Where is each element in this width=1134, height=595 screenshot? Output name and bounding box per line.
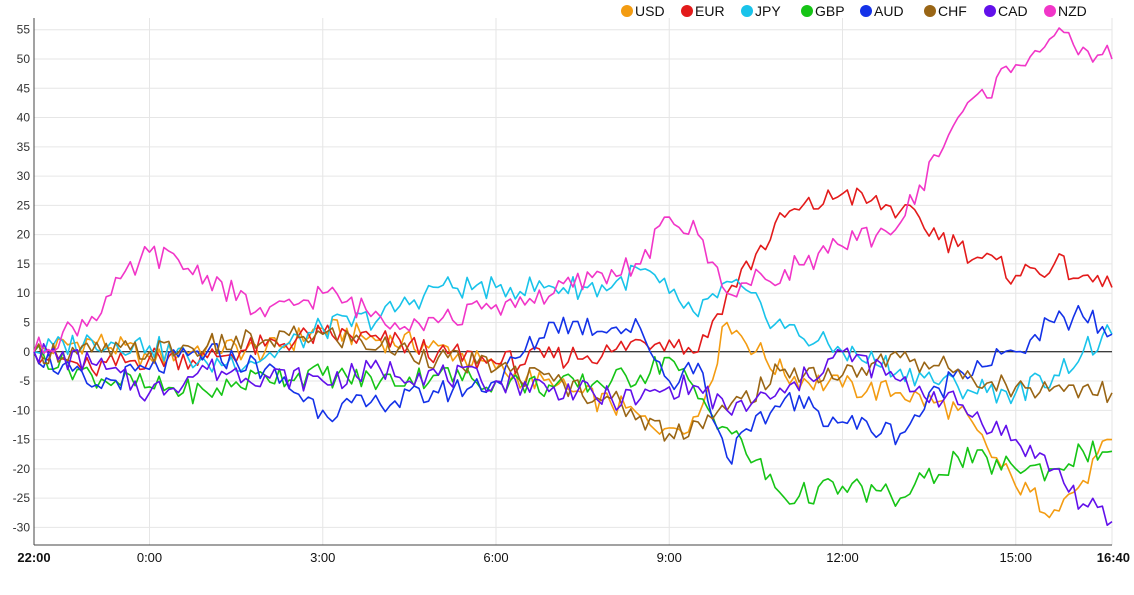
y-tick-label: 5 <box>23 315 30 329</box>
series-line-eur <box>33 187 1113 377</box>
legend-label: NZD <box>1058 3 1087 19</box>
y-tick-label: 50 <box>17 52 31 66</box>
x-tick-label: 12:00 <box>826 550 859 565</box>
legend: USD EUR JPY GBP AUD CHF CAD NZD <box>621 3 1087 19</box>
series-line-chf <box>33 325 1113 442</box>
legend-label: JPY <box>755 3 781 19</box>
x-tick-label: 0:00 <box>137 550 162 565</box>
legend-label: CAD <box>998 3 1028 19</box>
legend-label: GBP <box>815 3 845 19</box>
y-tick-label: 35 <box>17 140 31 154</box>
legend-swatch <box>984 5 996 17</box>
legend-swatch <box>741 5 753 17</box>
legend-label: AUD <box>874 3 904 19</box>
series-line-cad <box>33 342 1113 527</box>
y-tick-label: -10 <box>13 403 31 417</box>
y-tick-label: -30 <box>13 520 31 534</box>
legend-swatch <box>924 5 936 17</box>
legend-swatch <box>860 5 872 17</box>
legend-swatch <box>621 5 633 17</box>
x-tick-label: 6:00 <box>483 550 508 565</box>
series-line-gbp <box>33 344 1113 508</box>
y-tick-label: -20 <box>13 462 31 476</box>
legend-item-gbp: GBP <box>801 3 845 19</box>
legend-item-eur: EUR <box>681 3 725 19</box>
legend-item-chf: CHF <box>924 3 967 19</box>
y-tick-label: 15 <box>17 257 31 271</box>
x-tick-label: 22:00 <box>17 550 50 565</box>
legend-label: USD <box>635 3 665 19</box>
legend-item-aud: AUD <box>860 3 904 19</box>
y-tick-label: 0 <box>23 345 30 359</box>
y-tick-label: 45 <box>17 81 31 95</box>
legend-item-cad: CAD <box>984 3 1028 19</box>
y-tick-label: 25 <box>17 198 31 212</box>
series-line-aud <box>33 304 1113 465</box>
y-tick-label: -5 <box>19 374 30 388</box>
legend-swatch <box>1044 5 1056 17</box>
legend-item-jpy: JPY <box>741 3 781 19</box>
y-tick-label: 55 <box>17 23 31 37</box>
x-tick-label: 16:40 <box>1097 550 1130 565</box>
series-line-nzd <box>33 27 1113 355</box>
y-tick-label: -15 <box>13 433 31 447</box>
y-tick-label: 40 <box>17 111 31 125</box>
legend-label: CHF <box>938 3 967 19</box>
series-lines <box>33 27 1113 527</box>
legend-item-usd: USD <box>621 3 665 19</box>
x-tick-label: 9:00 <box>657 550 682 565</box>
y-tick-label: 10 <box>17 286 31 300</box>
legend-swatch <box>801 5 813 17</box>
legend-label: EUR <box>695 3 725 19</box>
legend-item-nzd: NZD <box>1044 3 1087 19</box>
x-tick-label: 15:00 <box>999 550 1032 565</box>
y-tick-label: 20 <box>17 228 31 242</box>
axes: 5550454035302520151050-5-10-15-20-25-302… <box>13 18 1130 565</box>
y-tick-label: -25 <box>13 491 31 505</box>
y-tick-label: 30 <box>17 169 31 183</box>
legend-swatch <box>681 5 693 17</box>
x-tick-label: 3:00 <box>310 550 335 565</box>
